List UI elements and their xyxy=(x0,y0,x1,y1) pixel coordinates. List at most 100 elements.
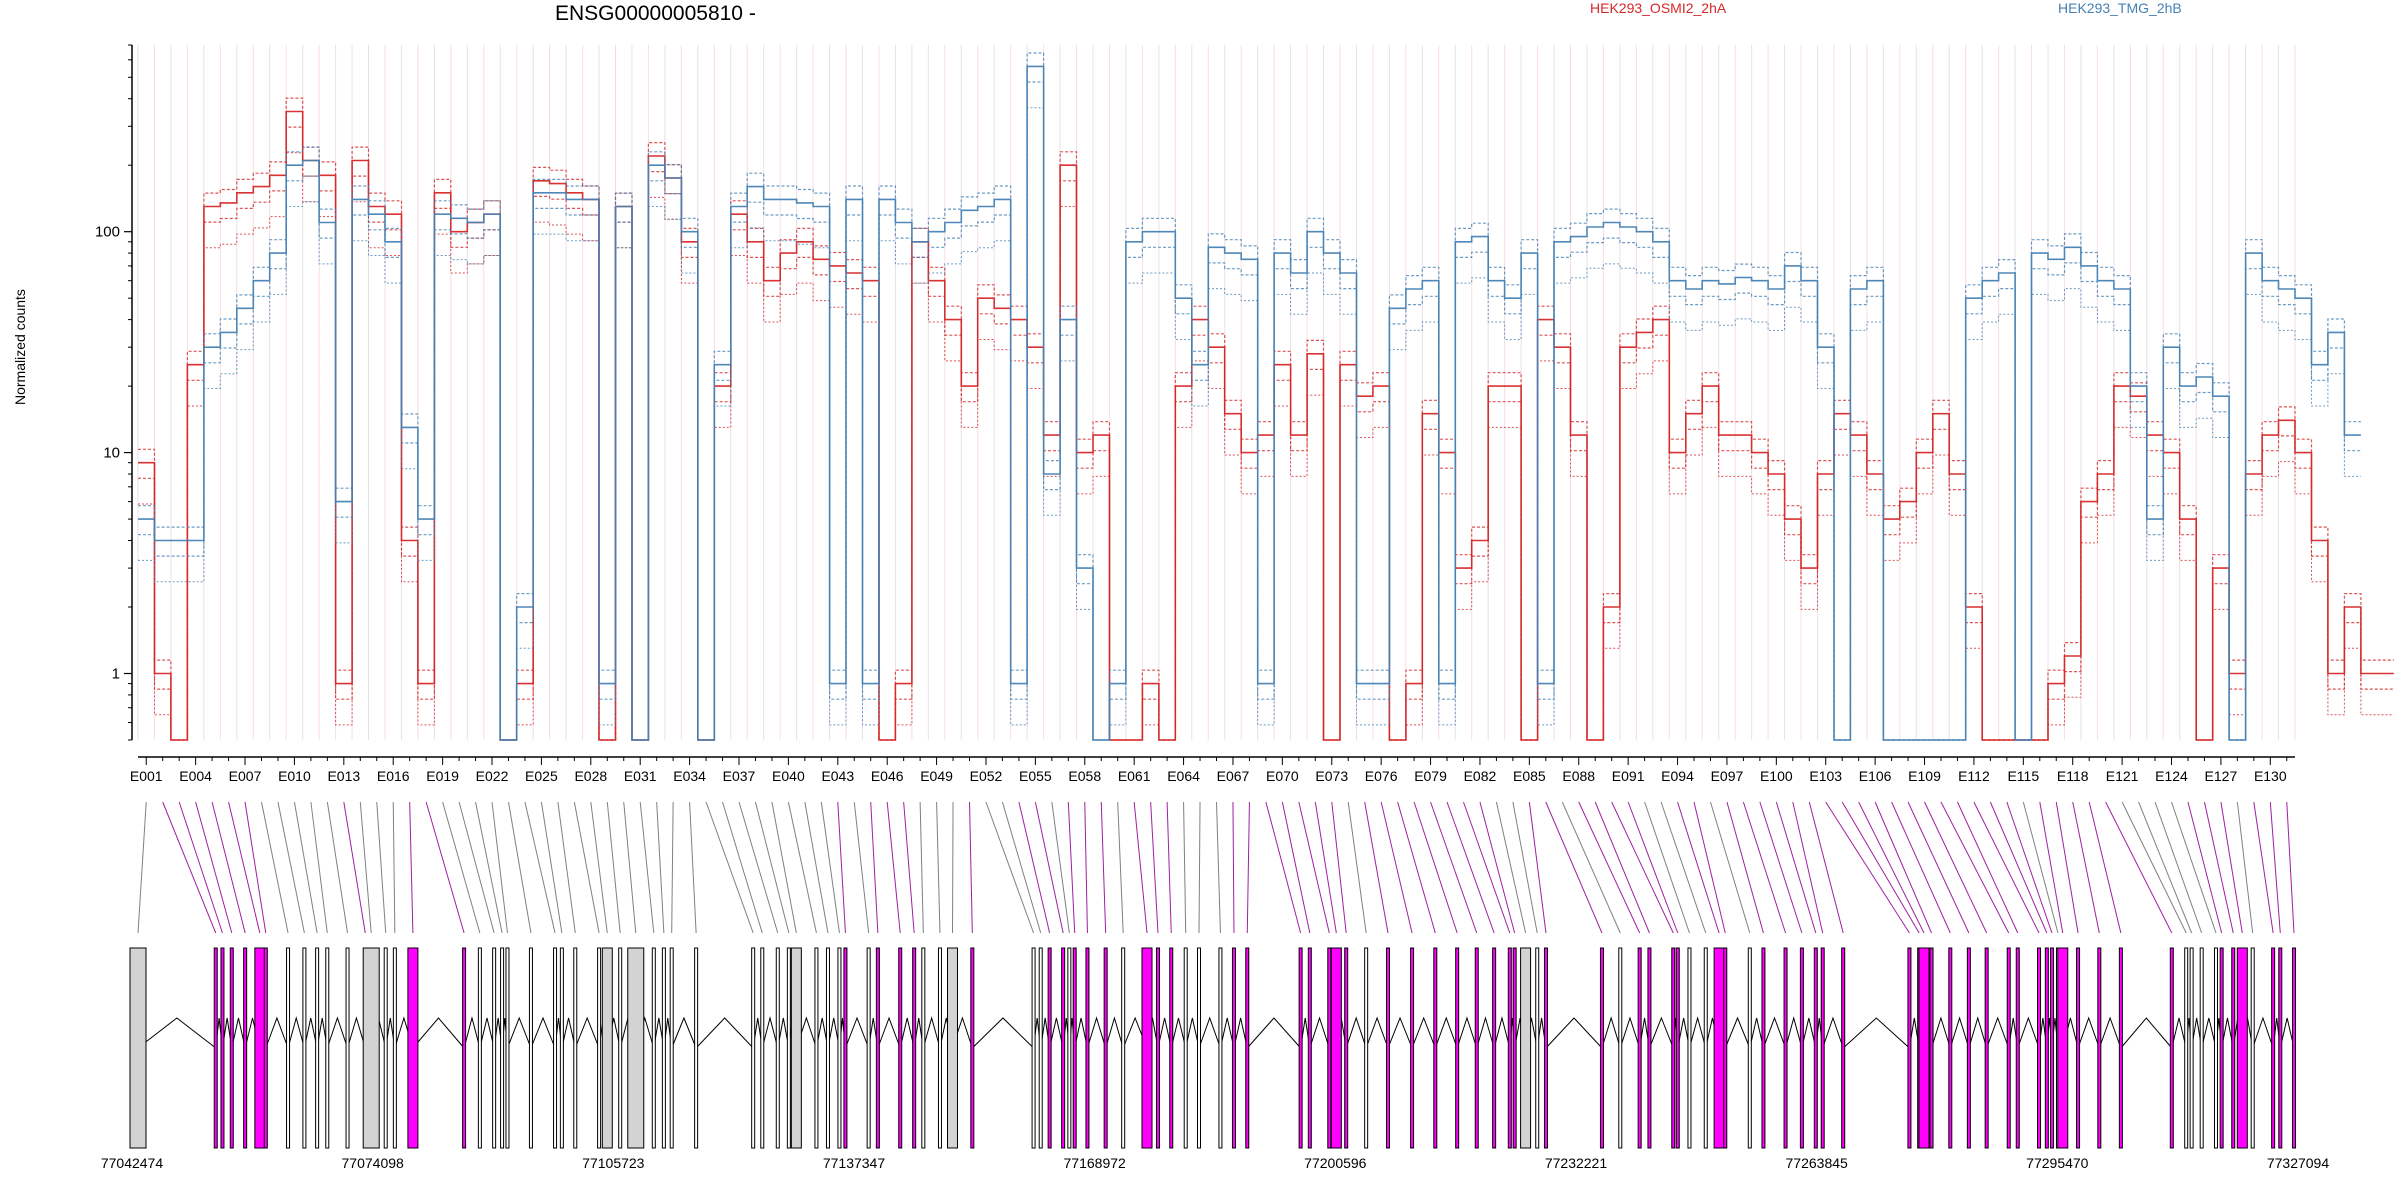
exon-box xyxy=(315,947,320,1149)
exon-box xyxy=(1433,947,1438,1149)
exon-box xyxy=(661,947,666,1149)
exon-link xyxy=(969,801,973,934)
exon-box xyxy=(129,947,147,1149)
intron xyxy=(1411,1016,1436,1049)
intron xyxy=(2279,1017,2295,1049)
exon-box xyxy=(1637,947,1642,1149)
exon-link xyxy=(1759,801,1803,934)
exon-box xyxy=(1535,947,1540,1149)
x-tick-label: E085 xyxy=(1513,768,1546,784)
x-tick-label: E076 xyxy=(1365,768,1398,784)
x-tick-label: E022 xyxy=(476,768,509,784)
exon-box xyxy=(912,947,917,1149)
x-tick-label: E082 xyxy=(1464,768,1497,784)
genomic-tick-label: 77263845 xyxy=(1786,1155,1849,1171)
intron xyxy=(1105,1016,1124,1049)
series-line-tmg-1 xyxy=(138,81,2361,741)
exon-link xyxy=(1775,801,1817,934)
exon-link xyxy=(1117,801,1124,934)
exon-link xyxy=(2171,801,2217,934)
exon-link xyxy=(1907,801,1970,934)
exon-box xyxy=(2231,947,2236,1149)
exon-box xyxy=(1761,947,1766,1149)
intron xyxy=(1049,1017,1064,1049)
intron xyxy=(1198,1016,1221,1049)
legend-entry-tmg: HEK293_TMG_2hB xyxy=(2058,0,2182,16)
exon-box xyxy=(1520,947,1532,1149)
exon-link xyxy=(343,801,366,934)
exon-link xyxy=(178,801,223,934)
x-tick-label: E073 xyxy=(1315,768,1348,784)
exon-box xyxy=(2278,947,2283,1149)
exon-box xyxy=(1671,947,1676,1149)
exon-link xyxy=(2286,801,2295,934)
x-tick-label: E016 xyxy=(377,768,410,784)
exon-box xyxy=(1307,947,1312,1149)
exon-box xyxy=(2184,947,2189,1149)
exon-box xyxy=(1687,947,1692,1149)
x-tick-label: E010 xyxy=(278,768,311,784)
exon-box xyxy=(229,947,234,1149)
exon-box xyxy=(775,947,780,1149)
exon-link xyxy=(1726,801,1764,934)
exon-box xyxy=(1169,947,1174,1149)
intron xyxy=(761,1016,779,1049)
exon-link xyxy=(1973,801,2040,934)
intron xyxy=(1619,1016,1641,1049)
exon-link xyxy=(409,801,414,934)
exon-box xyxy=(866,947,871,1149)
exon-box xyxy=(837,947,842,1149)
exon-link xyxy=(1561,801,1621,934)
exon-link xyxy=(2072,801,2100,934)
intron xyxy=(1986,1016,2010,1049)
exon-box xyxy=(2189,947,2194,1149)
intron xyxy=(1785,1016,1803,1049)
intron xyxy=(1688,1016,1707,1049)
exon-box xyxy=(407,947,419,1149)
exon-box xyxy=(1344,947,1349,1149)
exon-link xyxy=(1924,801,1988,934)
series-line-tmg-0 xyxy=(138,65,2361,741)
exon-box xyxy=(528,947,533,1149)
exon-box xyxy=(559,947,564,1149)
y-tick-label: 100 xyxy=(95,224,120,241)
exon-link xyxy=(2236,801,2254,934)
exon-link xyxy=(820,801,840,934)
exon-link xyxy=(1677,801,1720,934)
exon-box xyxy=(1492,947,1497,1149)
exon-box xyxy=(1474,947,1479,1149)
exon-box xyxy=(1231,947,1236,1149)
exon-box xyxy=(2219,947,2224,1149)
x-tick-label: E043 xyxy=(821,768,854,784)
x-tick-label: E007 xyxy=(229,768,262,784)
exon-link xyxy=(1314,801,1337,934)
exon-box xyxy=(1813,947,1818,1149)
exon-link xyxy=(870,801,879,934)
exon-box xyxy=(1031,947,1036,1149)
exon-links xyxy=(137,801,2295,934)
exon-link xyxy=(1528,801,1547,934)
x-tick-label: E064 xyxy=(1167,768,1200,784)
exon-link xyxy=(1957,801,2019,934)
exon-box xyxy=(1966,947,1971,1149)
exon-link xyxy=(1742,801,1787,934)
exon-link xyxy=(1430,801,1478,934)
exon-link xyxy=(491,801,508,934)
exon-box xyxy=(601,947,613,1149)
exon-box xyxy=(1047,947,1052,1149)
intron xyxy=(303,1017,318,1049)
x-tick-label: E019 xyxy=(426,768,459,784)
exon-box xyxy=(1121,947,1126,1149)
exon-link xyxy=(639,801,655,934)
intron xyxy=(2077,1016,2100,1049)
exon-link xyxy=(1463,801,1511,934)
exon-link xyxy=(458,801,495,934)
exon-link xyxy=(244,801,267,934)
intron xyxy=(530,1016,556,1049)
exon-link xyxy=(1265,801,1302,934)
intron xyxy=(507,1016,532,1049)
series-line-osmi-1 xyxy=(138,126,2394,741)
intron xyxy=(2017,1016,2040,1049)
exon-box xyxy=(1599,947,1604,1149)
exon-link xyxy=(310,801,328,934)
